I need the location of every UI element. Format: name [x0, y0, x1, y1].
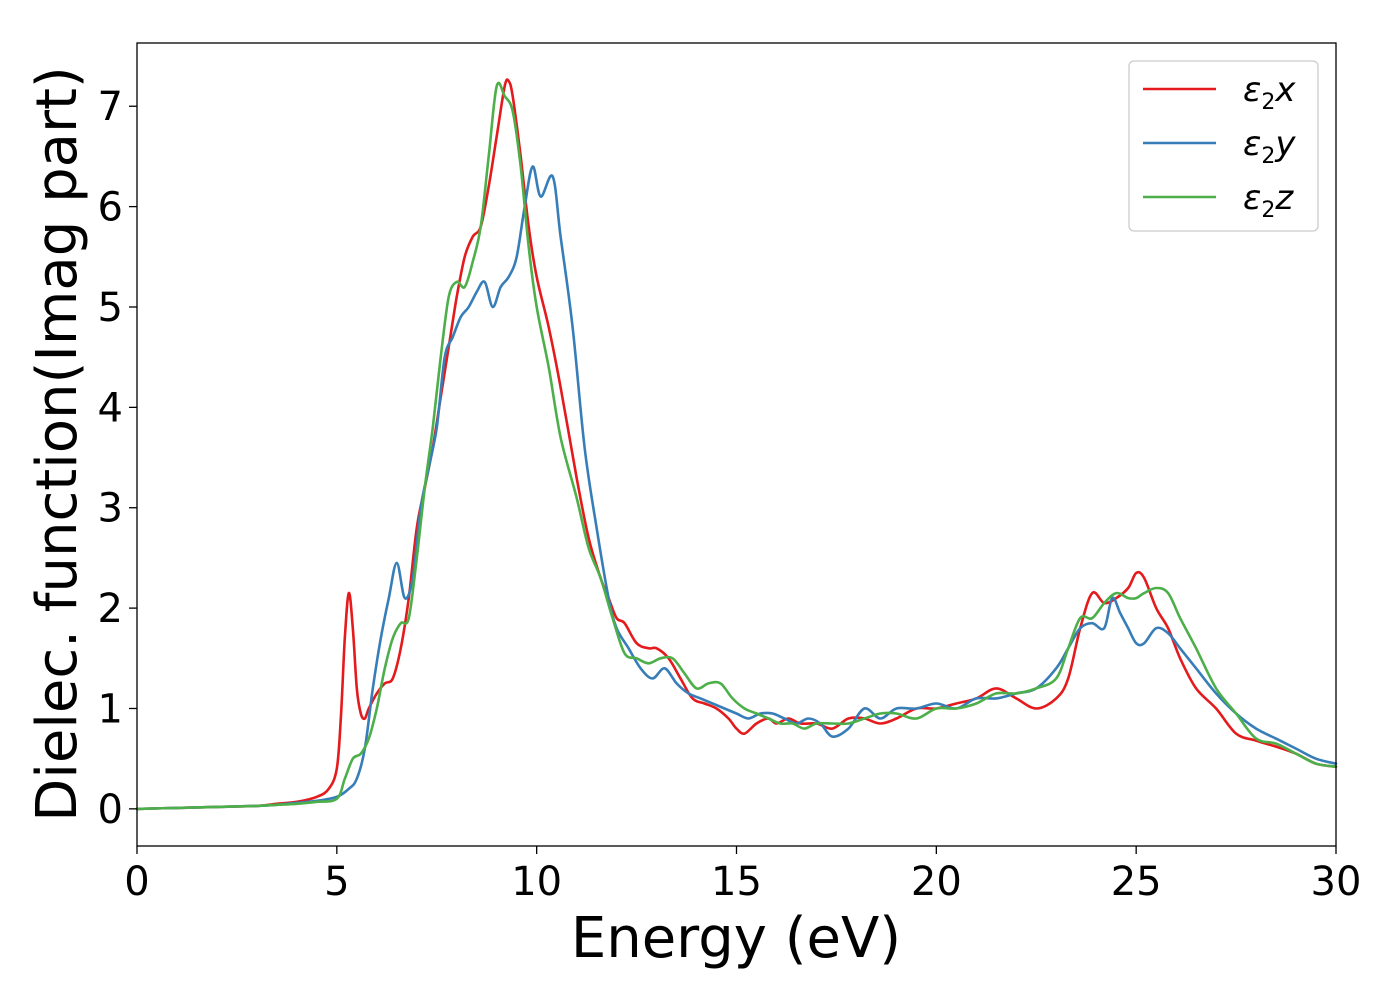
x-tick-label: 30: [1311, 859, 1362, 905]
y-axis-title: Dielec. function(Imag part): [25, 66, 90, 822]
y-tick-label: 5: [98, 285, 123, 331]
legend-label-subscript: 2: [1261, 198, 1275, 223]
x-axis-title: Energy (eV): [571, 906, 901, 971]
y-tick-label: 0: [98, 787, 123, 833]
series-line-z: [135, 81, 1338, 811]
x-tick-label: 5: [324, 859, 349, 905]
legend-label-x: ε2x: [1243, 70, 1296, 115]
legend-label-base: ε: [1243, 178, 1261, 218]
y-tick-label: 4: [98, 385, 123, 431]
x-tick-label: 20: [911, 859, 962, 905]
legend-label-var: z: [1274, 178, 1294, 218]
legend-label-base: ε: [1243, 70, 1261, 110]
legend-label-y: ε2y: [1243, 124, 1296, 169]
x-tick-label: 10: [511, 859, 562, 905]
y-tick-label: 6: [98, 185, 123, 231]
y-tick-label: 3: [98, 486, 123, 532]
x-tick-label: 15: [711, 859, 762, 905]
series-line-y: [135, 165, 1338, 811]
legend-box: [1128, 60, 1319, 232]
y-tick-label: 7: [98, 84, 123, 130]
series-layer: [135, 78, 1338, 811]
legend-label-subscript: 2: [1261, 144, 1275, 169]
x-tick-label: 0: [124, 859, 149, 905]
legend-label-var: y: [1274, 124, 1296, 164]
x-axis-ticks: 0 5 10 15 20 25 30: [124, 846, 1361, 905]
y-tick-label: 2: [98, 586, 123, 632]
y-tick-label: 1: [98, 686, 123, 732]
legend-label-var: x: [1274, 70, 1296, 110]
legend-label-z: ε2z: [1243, 178, 1294, 223]
y-axis-ticks: 0 1 2 3 4 5 6 7: [98, 84, 137, 833]
legend-label-subscript: 2: [1261, 90, 1275, 115]
x-tick-label: 25: [1111, 859, 1162, 905]
legend-label-base: ε: [1243, 124, 1261, 164]
series-line-x: [135, 78, 1338, 811]
